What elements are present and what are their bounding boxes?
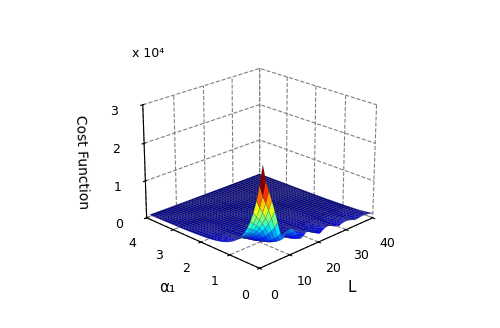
Y-axis label: α₁: α₁ xyxy=(160,280,176,295)
X-axis label: L: L xyxy=(348,280,356,295)
Text: x 10⁴: x 10⁴ xyxy=(132,47,164,60)
